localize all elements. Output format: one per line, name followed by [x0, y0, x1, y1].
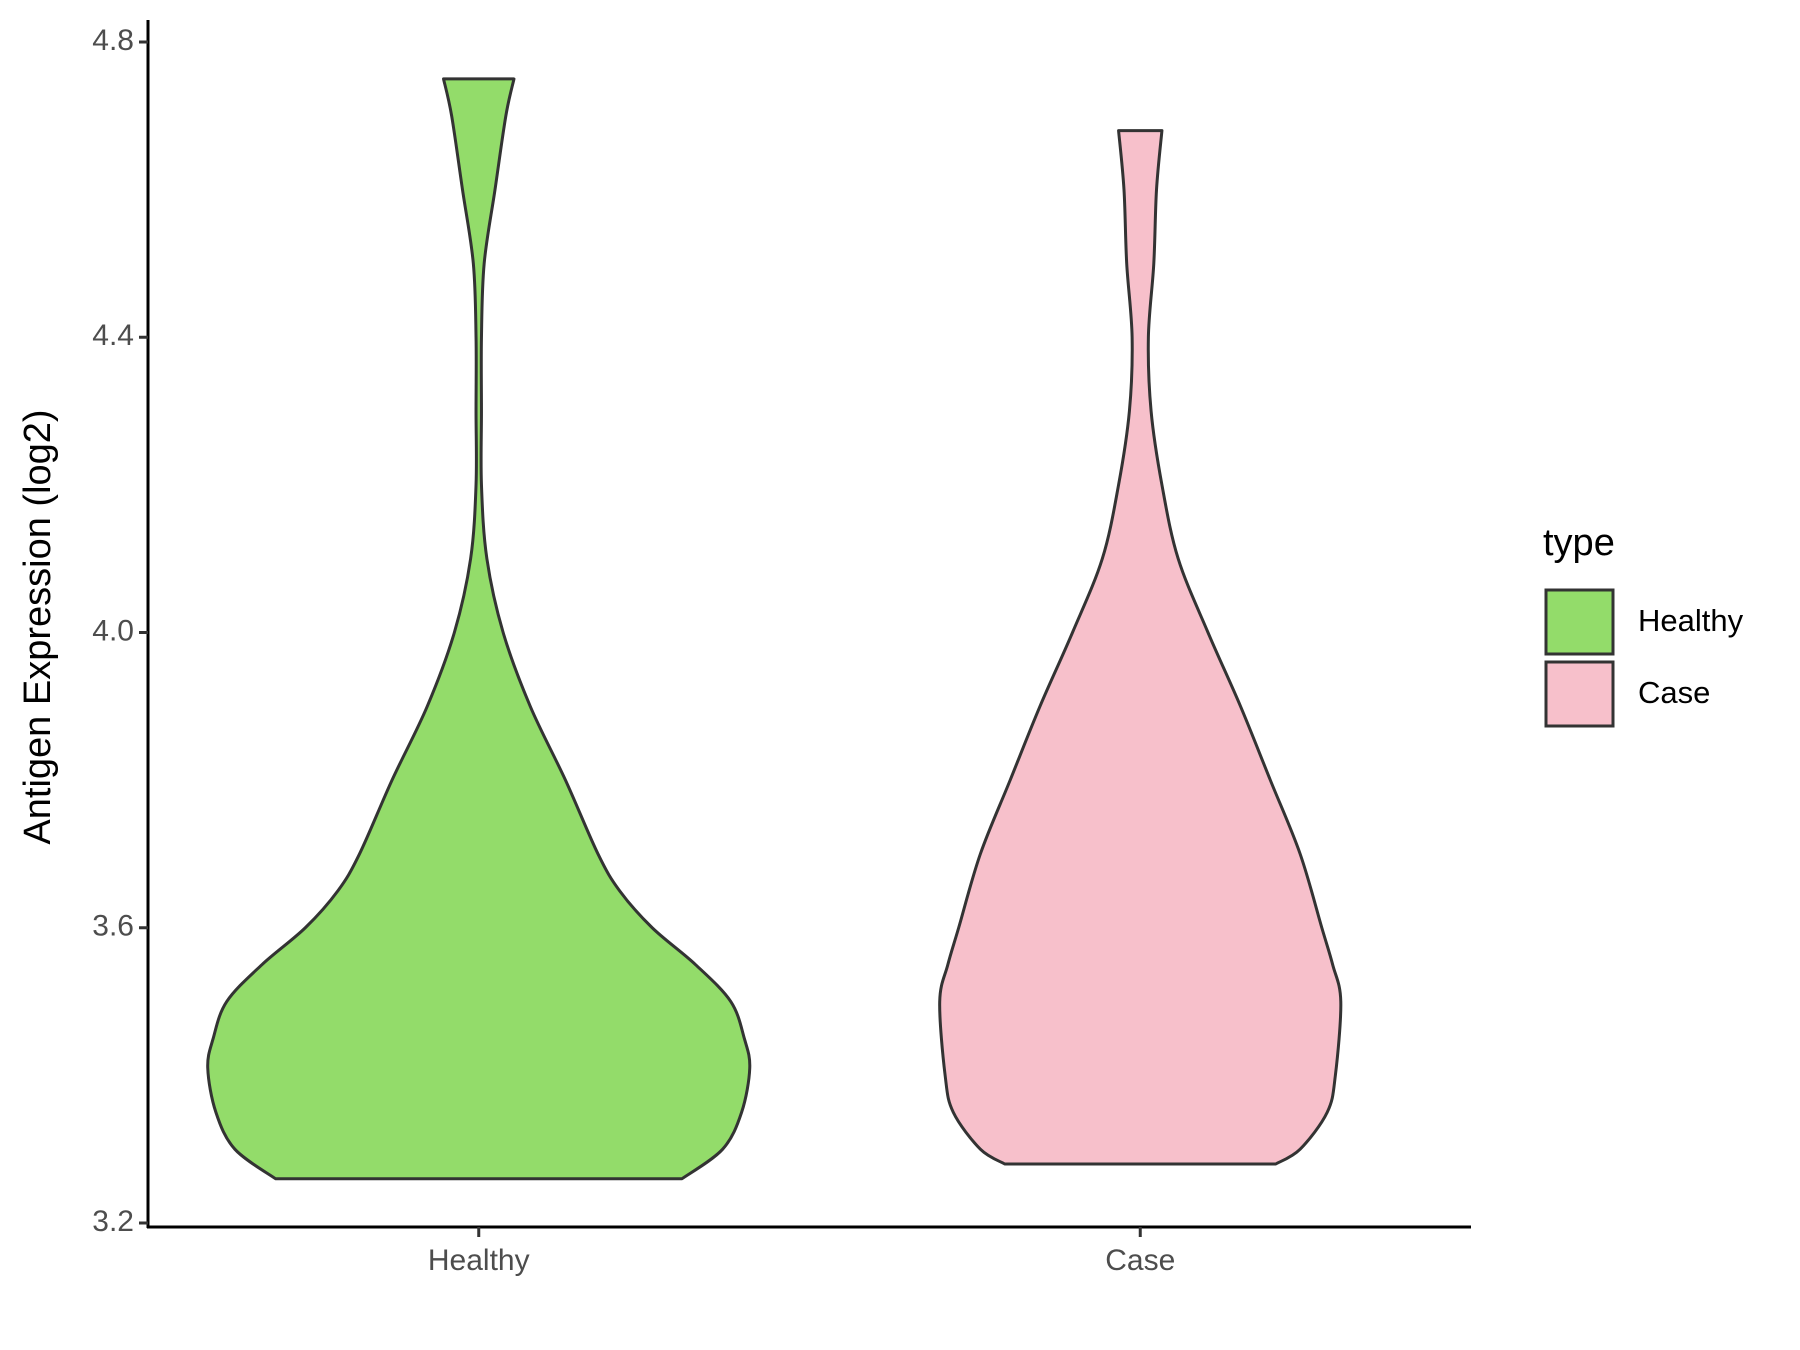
y-axis-title: Antigen Expression (log2)	[17, 409, 59, 844]
x-tick-label: Case	[1105, 1244, 1175, 1277]
y-tick-label: 4.8	[92, 24, 134, 57]
legend-key	[1544, 588, 1615, 656]
y-tick-label: 4.4	[92, 319, 134, 352]
y-tick-label: 3.6	[92, 910, 134, 943]
violin	[938, 129, 1343, 1166]
x-tick-label: Healthy	[428, 1244, 530, 1277]
legend-title: type	[1543, 522, 1615, 564]
y-tick-label: 4.0	[92, 614, 134, 647]
legend-label: Healthy	[1638, 603, 1744, 638]
violin	[206, 77, 752, 1181]
y-tick-label: 3.2	[92, 1205, 134, 1238]
legend-key	[1544, 660, 1615, 728]
legend-label: Case	[1638, 675, 1710, 710]
